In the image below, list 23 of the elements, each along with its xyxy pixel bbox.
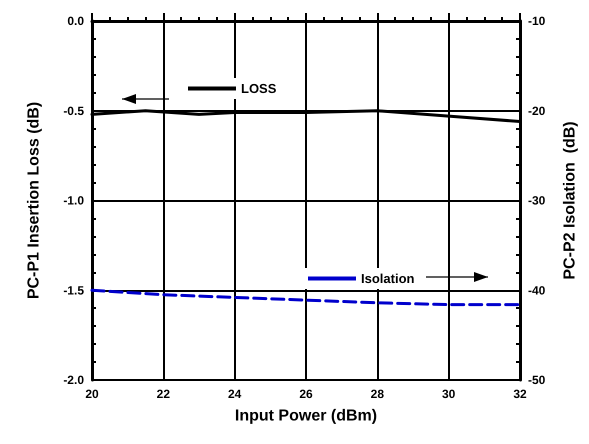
x-tick-label: 26 xyxy=(299,387,313,401)
y-axis-title: PC-P1 Insertion Loss (dB) xyxy=(26,102,42,300)
y-tick-label: -1.0 xyxy=(63,194,84,208)
y-tick-label: -2.0 xyxy=(63,373,84,387)
x-tick-label: 22 xyxy=(156,387,170,401)
line-series xyxy=(90,288,522,306)
x-tick-label: 30 xyxy=(442,387,456,401)
legend-label: LOSS xyxy=(241,81,277,96)
x-axis-title: Input Power (dBm) xyxy=(234,408,378,424)
y2-tick-label: -10 xyxy=(528,14,546,28)
legend-label: Isolation xyxy=(361,271,415,286)
y-tick-label: 0.0 xyxy=(67,14,84,28)
x-tick-label: 20 xyxy=(85,387,99,401)
x-tick-label: 32 xyxy=(513,387,527,401)
y2-tick-label: -20 xyxy=(528,104,546,118)
y2-axis-title: PC-P2 Isolation (dB) xyxy=(562,121,578,280)
x-tick-label: 28 xyxy=(370,387,384,401)
x-tick-label: 24 xyxy=(228,387,242,401)
y2-tick-label: -30 xyxy=(528,194,546,208)
y-tick-label: -0.5 xyxy=(63,104,84,118)
y-tick-label: -1.5 xyxy=(63,283,84,298)
y2-tick-label: -50 xyxy=(528,373,546,387)
y2-tick-label: -40 xyxy=(528,283,546,298)
